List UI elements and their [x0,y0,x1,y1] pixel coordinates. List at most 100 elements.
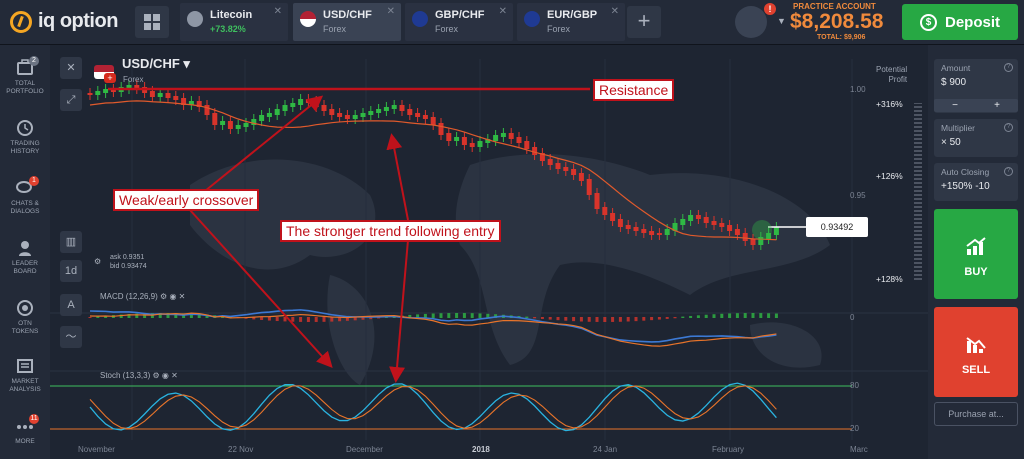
macd-bar [634,317,638,322]
camera-icon[interactable] [735,6,767,38]
x-tick: February [712,445,745,454]
gear-icon[interactable]: ⚙ [160,292,168,301]
candle [282,105,288,111]
increment-button[interactable]: + [994,100,1000,111]
macd-bar [252,317,256,320]
eye-icon[interactable]: ◉ [161,371,169,380]
close-icon[interactable]: ✕ [498,6,507,17]
timeframe-button[interactable]: 1d [60,260,82,282]
close-icon[interactable]: ✕ [171,371,178,380]
candle [578,173,584,181]
macd-bar [712,314,716,318]
candle [773,227,779,235]
macd-bar [673,317,677,319]
chart-area[interactable]: ✕ ⤢ + USD/CHF ▾ Forex ▥ 1d A 〜 ask 0.935… [50,45,928,459]
gear-icon[interactable]: ⚙ [152,371,160,380]
chevron-down-icon[interactable]: ▼ [777,16,786,26]
sidebar-item-trading-history[interactable]: TRADING HISTORY [0,119,50,156]
decrement-button[interactable]: − [952,100,958,111]
eu-flag-icon [524,11,540,27]
multiplier-field[interactable]: Multiplier ? × 50 [934,119,1018,157]
profit-percent: +126% [876,171,903,181]
buy-button[interactable]: BUY [934,209,1018,299]
candle [446,133,452,141]
sidebar-item-more[interactable]: 11 MORE [0,414,50,446]
candle [672,223,678,231]
macd-bar [431,313,435,318]
multiplier-value[interactable]: × 50 [941,137,961,148]
sell-button[interactable]: SELL [934,307,1018,397]
macd-bar [416,314,420,318]
macd-bar [322,317,326,322]
close-icon[interactable]: ✕ [386,6,395,17]
sidebar-item-label: TRADING HISTORY [10,140,40,155]
help-icon[interactable]: ? [1004,167,1013,176]
sidebar-item-label: MORE [15,438,35,445]
candle [227,121,233,129]
indicators-icon[interactable]: A [60,294,82,316]
y-tick: 80 [850,381,859,390]
candle [266,113,272,117]
sidebar-item-label: MARKET ANALYSIS [9,378,41,393]
macd-bar [377,317,381,319]
help-icon[interactable]: ? [1004,123,1013,132]
account-type[interactable]: PRACTICE ACCOUNT [793,2,876,11]
candle [454,137,460,141]
deposit-button[interactable]: $ Deposit [902,4,1018,40]
annotation-resistance: Resistance [593,79,675,101]
account-balance[interactable]: $8,208.58 [790,10,884,33]
macd-bar [751,313,755,318]
left-sidebar: 2 TOTAL PORTFOLIO TRADING HISTORY 1 CHAT… [0,45,50,459]
macd-bar [260,317,264,321]
macd-bar [119,314,123,318]
macd-bar [572,317,576,322]
tab-eur-gbp[interactable]: EUR/GBP Forex ✕ [517,3,625,41]
sidebar-item-leaderboard[interactable]: LEADER BOARD [0,239,50,276]
drawing-tools-icon[interactable]: 〜 [60,326,82,348]
macd-bar [533,317,537,319]
close-icon[interactable]: ✕ [610,6,619,17]
asset-grid-button[interactable] [135,6,169,38]
macd-bar [759,313,763,318]
macd-bar [127,314,131,318]
sidebar-item-chats[interactable]: 1 CHATS & DIALOGS [0,176,50,216]
auto-closing-field[interactable]: Auto Closing ? +150% -10 [934,163,1018,201]
add-tab-button[interactable]: + [627,6,661,38]
candle [399,105,405,111]
amount-value[interactable]: $ 900 [941,77,967,88]
tab-gbp-chf[interactable]: GBP/CHF Forex ✕ [405,3,513,41]
close-icon[interactable]: ✕ [273,6,282,17]
candle [383,107,389,111]
eye-icon[interactable]: ◉ [169,292,177,301]
macd-bar [88,317,92,318]
candle [750,239,756,245]
tab-litecoin[interactable]: Litecoin +73.82% ✕ [180,3,288,41]
logo[interactable]: iq option [10,10,118,33]
chart-pair-subtitle: Forex [123,75,144,84]
purchase-at-button[interactable]: Purchase at... [934,402,1018,426]
candle [298,99,304,105]
auto-closing-value[interactable]: +150% -10 [941,181,990,192]
expand-icon[interactable]: ⤢ [60,89,82,111]
sidebar-item-otn-tokens[interactable]: OTN TOKENS [0,299,50,336]
tab-usd-chf[interactable]: USD/CHF Forex ✕ [293,3,401,41]
gear-icon[interactable]: ⚙ [94,257,102,266]
amount-field[interactable]: Amount ? $ 900 − + [934,59,1018,113]
stoch-indicator-label: Stoch (13,3,3) ⚙ ◉ ✕ [100,371,178,380]
candle [274,109,280,115]
trade-panel: Amount ? $ 900 − + Multiplier ? × 50 Aut… [928,45,1024,459]
close-icon[interactable]: ✕ [178,292,186,301]
chart-type-candles-icon[interactable]: ▥ [60,231,82,253]
sidebar-item-market-analysis[interactable]: MARKET ANALYSIS [0,357,50,394]
amount-stepper: − + [934,99,1018,112]
macd-bar [650,317,654,321]
close-chart-button[interactable]: ✕ [60,57,82,79]
chart-down-icon [966,337,986,353]
profit-scale [914,103,922,280]
candle [539,153,545,161]
price-chart[interactable] [50,45,928,459]
sidebar-item-portfolio[interactable]: 2 TOTAL PORTFOLIO [0,56,50,96]
chart-pair-title[interactable]: USD/CHF ▾ [122,56,190,71]
candle [766,233,772,239]
help-icon[interactable]: ? [1004,63,1013,72]
